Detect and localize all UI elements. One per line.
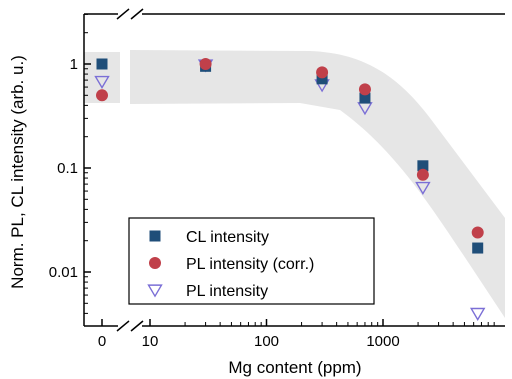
- data-point: [96, 89, 108, 102]
- data-point: [472, 242, 484, 254]
- marks-layer: [94, 58, 486, 321]
- axis-break-mark: [116, 8, 130, 20]
- data-point: [96, 58, 108, 70]
- legend-marker: [149, 257, 161, 269]
- data-point: [316, 66, 329, 79]
- y-tick-label: 1: [70, 56, 78, 73]
- x-tick-label: 100: [254, 333, 279, 350]
- y-axis-title: Norm. PL, CL intensity (arb. u.): [8, 55, 27, 289]
- axes-layer: 1 0.1 0.01 0 10 100 1000: [49, 8, 505, 350]
- data-point: [417, 160, 429, 172]
- x-tick-label: 0: [98, 333, 106, 350]
- guide-band: [84, 50, 505, 318]
- data-point: [316, 73, 328, 85]
- data-point: [469, 307, 486, 321]
- data-point: [416, 168, 429, 181]
- y-tick-label: 0.01: [49, 264, 78, 281]
- axis-break-mark: [130, 8, 144, 20]
- x-tick-label: 1000: [366, 333, 399, 350]
- data-point: [359, 92, 371, 104]
- data-point: [199, 58, 212, 70]
- legend-label: CL intensity: [186, 229, 269, 246]
- axis-break-mark: [116, 320, 130, 332]
- legend-marker: [147, 284, 163, 298]
- legend-box: [128, 217, 375, 305]
- x-tick-label: 10: [142, 333, 159, 350]
- legend-marker: [149, 230, 161, 242]
- axis-break-mark: [130, 320, 144, 332]
- x-axis-title: Mg content (ppm): [228, 358, 361, 377]
- legend-label: PL intensity (corr.): [186, 256, 314, 273]
- data-point: [471, 226, 484, 239]
- y-tick-label: 0.1: [57, 160, 78, 177]
- data-point: [415, 181, 431, 196]
- legend-label: PL intensity: [186, 283, 268, 300]
- data-point: [358, 83, 371, 96]
- data-point: [94, 75, 110, 89]
- legend: CL intensity PL intensity (corr.) PL inten…: [128, 217, 375, 305]
- guide-band-layer: [84, 50, 505, 318]
